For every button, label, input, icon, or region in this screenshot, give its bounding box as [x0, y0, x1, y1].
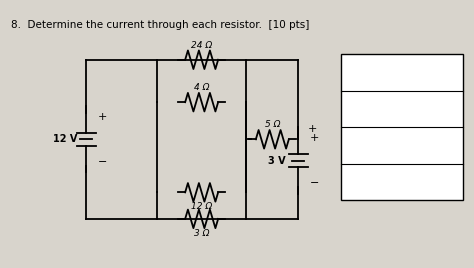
- Text: 3 V: 3 V: [268, 155, 286, 166]
- Text: 24 Ω: 24 Ω: [191, 41, 212, 50]
- Text: 3 Ω: 3 Ω: [194, 229, 210, 238]
- Text: 12 V: 12 V: [53, 134, 77, 144]
- FancyBboxPatch shape: [341, 54, 463, 200]
- Text: +: +: [308, 124, 317, 134]
- Text: 5 Ω: 5 Ω: [264, 120, 280, 129]
- Text: 4 Ω: 4 Ω: [194, 83, 210, 92]
- Text: 12 Ω: 12 Ω: [191, 202, 212, 211]
- Text: −: −: [98, 157, 108, 167]
- Text: +: +: [310, 133, 319, 143]
- Text: 8.  Determine the current through each resistor.  [10 pts]: 8. Determine the current through each re…: [11, 20, 309, 30]
- Text: −: −: [310, 178, 319, 188]
- Text: +: +: [98, 112, 108, 122]
